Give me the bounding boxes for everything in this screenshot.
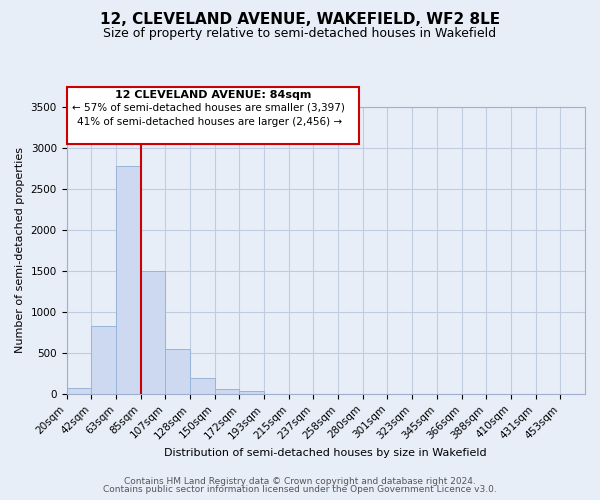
Text: 41% of semi-detached houses are larger (2,456) →: 41% of semi-detached houses are larger (… [77,117,342,127]
Text: Contains public sector information licensed under the Open Government Licence v3: Contains public sector information licen… [103,485,497,494]
Bar [116,166,140,394]
Bar [165,349,190,394]
Text: 12 CLEVELAND AVENUE: 84sqm: 12 CLEVELAND AVENUE: 84sqm [115,90,311,100]
X-axis label: Distribution of semi-detached houses by size in Wakefield: Distribution of semi-detached houses by … [164,448,487,458]
Text: ← 57% of semi-detached houses are smaller (3,397): ← 57% of semi-detached houses are smalle… [72,102,344,113]
Y-axis label: Number of semi-detached properties: Number of semi-detached properties [15,148,25,354]
Text: Size of property relative to semi-detached houses in Wakefield: Size of property relative to semi-detach… [103,28,497,40]
Bar [215,388,239,394]
Text: 12, CLEVELAND AVENUE, WAKEFIELD, WF2 8LE: 12, CLEVELAND AVENUE, WAKEFIELD, WF2 8LE [100,12,500,28]
Bar [239,391,264,394]
Bar [91,326,116,394]
Bar [190,378,215,394]
Text: Contains HM Land Registry data © Crown copyright and database right 2024.: Contains HM Land Registry data © Crown c… [124,477,476,486]
FancyBboxPatch shape [67,87,359,144]
Bar [140,271,165,394]
Bar [67,388,91,394]
